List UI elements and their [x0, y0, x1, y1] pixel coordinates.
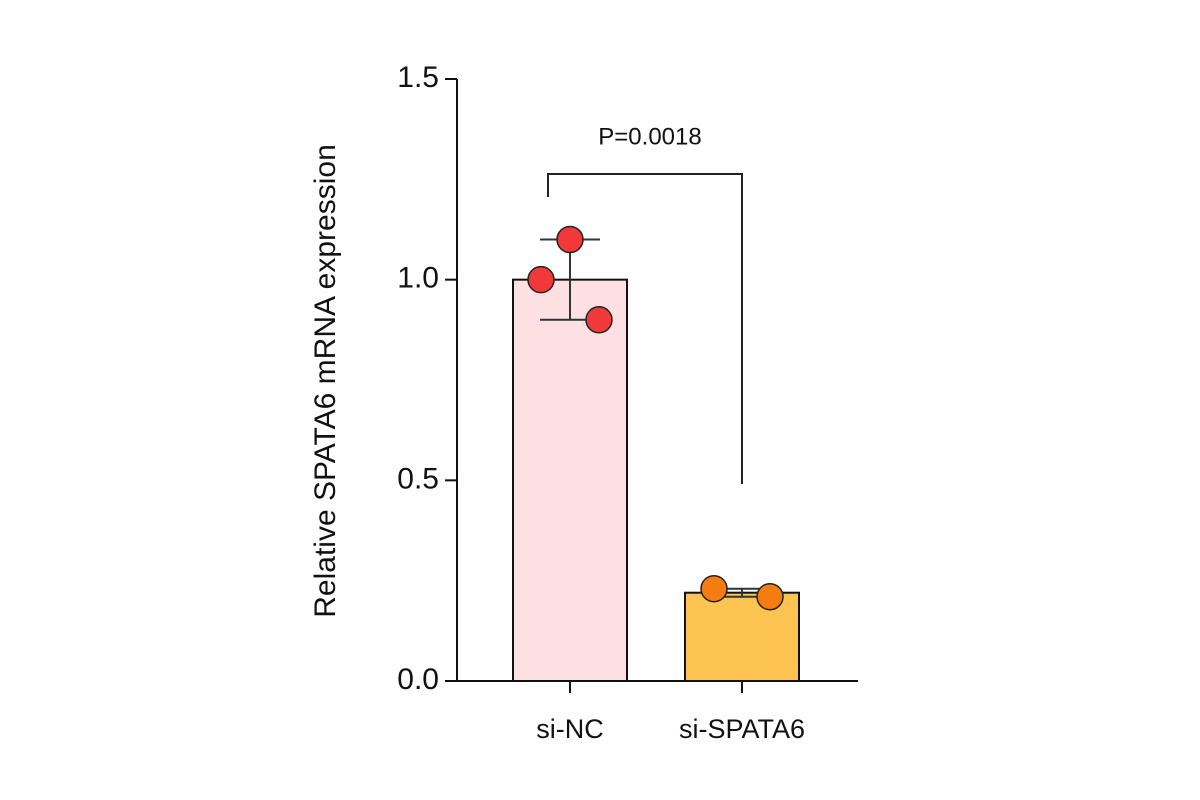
y-tick-label: 1.0: [397, 262, 439, 295]
data-point: [556, 225, 584, 254]
x-tick-label: si-SPATA6: [679, 714, 805, 744]
y-axis-label: Relative SPATA6 mRNA expression: [309, 144, 342, 618]
x-tick-label: si-NC: [536, 714, 604, 744]
y-tick-label: 0.0: [397, 663, 439, 696]
significance-bracket: [547, 173, 743, 484]
bar: [684, 591, 800, 682]
y-tick-label: 1.5: [397, 61, 439, 94]
significance-label: P=0.0018: [598, 123, 701, 150]
data-point: [756, 582, 784, 611]
data-point: [585, 306, 613, 334]
data-point: [527, 265, 555, 294]
bar: [512, 278, 628, 682]
y-tick-label: 0.5: [397, 462, 439, 495]
data-point: [700, 574, 728, 603]
